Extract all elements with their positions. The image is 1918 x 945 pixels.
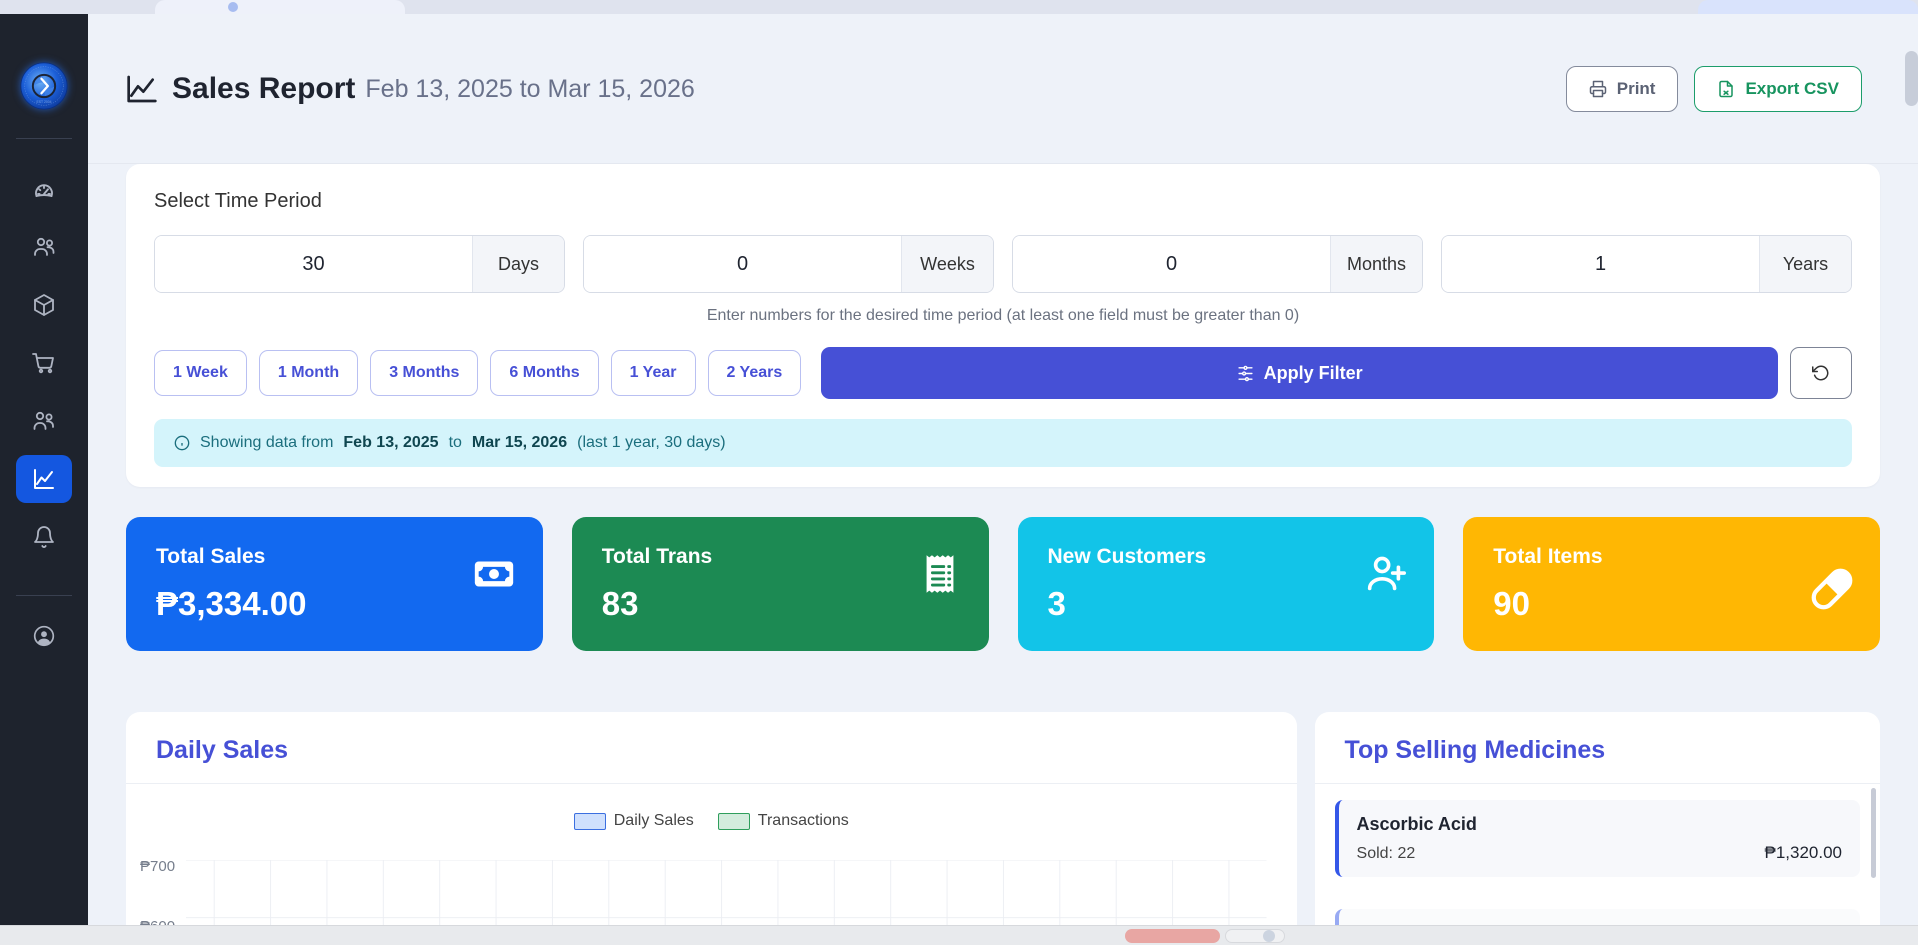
svg-text:EST 2004: EST 2004 (36, 100, 51, 104)
